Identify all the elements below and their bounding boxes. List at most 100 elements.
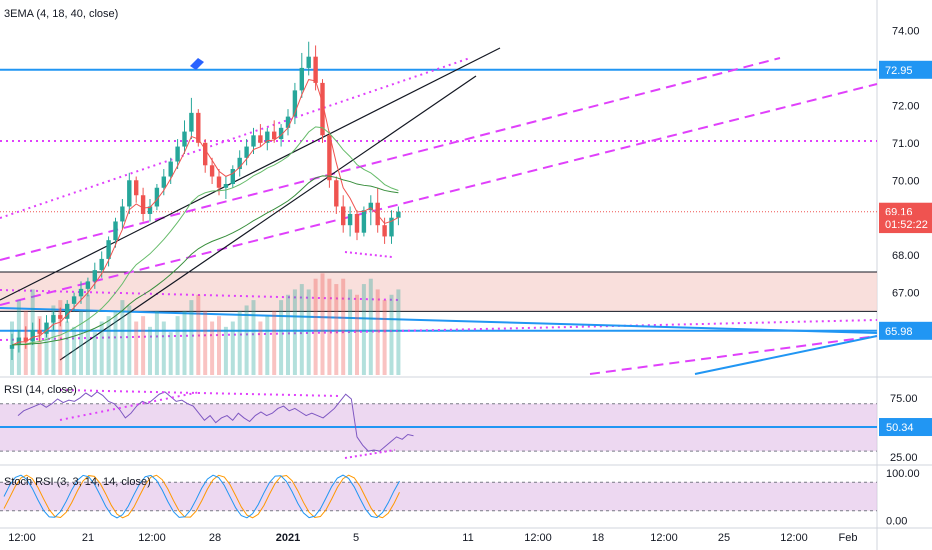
rsi-trend-dotted (344, 449, 396, 459)
candle-body (127, 180, 132, 207)
volume-bar (141, 316, 146, 375)
time-tick-label: 12:00 (8, 532, 36, 544)
candle-body (361, 210, 367, 233)
price-tick-label: 70.00 (892, 175, 920, 187)
price-tick-label: 67.00 (892, 288, 920, 300)
ema-40-line (11, 175, 399, 346)
channel-dashed-upper (0, 57, 781, 261)
black-trend-upper (0, 47, 501, 301)
stoch-k-line (3, 474, 400, 519)
candle-body (196, 112, 201, 143)
volume-bar (251, 300, 256, 375)
candle-body (285, 116, 291, 128)
volume-bar (127, 305, 132, 375)
candle-body (168, 161, 173, 177)
candle-body (78, 288, 84, 297)
volume-bar (355, 294, 359, 375)
time-tick-label: 5 (353, 532, 359, 544)
time-tick-label: 12:00 (650, 532, 678, 544)
volume-bar (286, 294, 290, 375)
candle-body (161, 176, 166, 188)
candle-body (216, 176, 222, 188)
ema-18-line (11, 126, 399, 346)
volume-bar (217, 316, 221, 375)
candle-body (30, 330, 35, 342)
candle-body (203, 142, 208, 166)
volume-bar (361, 284, 366, 375)
time-tick-label: 12:00 (524, 532, 552, 544)
volume-bar (237, 310, 242, 375)
price-tick-label: 71.00 (892, 138, 920, 150)
candle-body (147, 206, 153, 214)
candle-body (230, 169, 235, 185)
volume-bar (223, 326, 228, 375)
candle-body (223, 184, 229, 188)
candle-body (37, 330, 42, 334)
price-tag-bg (879, 60, 932, 79)
volume-bar (258, 321, 263, 375)
volume-bar (348, 289, 353, 375)
rsi-level-tag-bg (879, 418, 932, 437)
volume-bar (279, 300, 284, 375)
price-tag-label: 01:52:22 (885, 219, 928, 231)
candle-body (58, 315, 63, 319)
candle-body (189, 112, 194, 132)
candle-body (292, 90, 298, 117)
candle-body (368, 202, 373, 211)
ema-lines (11, 79, 399, 346)
black-trend-lower (59, 75, 477, 361)
volume-bar (334, 284, 339, 375)
candle-body (85, 281, 91, 289)
volume-bar (79, 310, 83, 375)
volume-bar (189, 300, 194, 375)
rsi-legend[interactable]: RSI (14, close) (4, 384, 77, 396)
volume-bar (306, 289, 311, 375)
stoch-rsi-legend[interactable]: Stoch RSI (3, 3, 14, 14, close) (4, 476, 151, 488)
zone-dotted-trend (0, 289, 401, 301)
volume-bar (389, 294, 394, 375)
volume-bar (134, 321, 139, 375)
volume-bar (154, 310, 159, 375)
price-overlays (0, 47, 878, 375)
volume-bar (85, 294, 90, 375)
ema-legend[interactable]: 3EMA (4, 18, 40, close) (4, 8, 119, 20)
candle-body (113, 221, 118, 241)
candle-body (320, 82, 325, 136)
candle-body (327, 135, 332, 181)
lower-dotted-trend (0, 319, 878, 341)
volume-bar (148, 326, 152, 375)
volume-bar (120, 300, 125, 375)
volume-bar (299, 284, 304, 375)
bottom-dashed-trend (589, 335, 878, 375)
price-tag-bg (879, 215, 932, 234)
candle-body (382, 225, 387, 237)
candle-body (313, 56, 318, 83)
candles (9, 41, 401, 361)
candle-body (237, 157, 242, 170)
volume-bar (203, 310, 208, 375)
rsi-tick-label: 75.00 (890, 393, 918, 405)
time-tick-label: Feb (839, 532, 858, 544)
volume-bar (292, 289, 297, 375)
time-tick-label: 12:00 (780, 532, 808, 544)
candle-body (244, 146, 249, 158)
volume-bar (182, 310, 187, 375)
price-tick-label: 74.00 (892, 25, 920, 37)
upper-channel-dotted (0, 57, 471, 219)
price-axis: 74.0073.0072.0071.0070.0069.0068.0067.00… (8, 25, 932, 544)
candle-body (9, 345, 15, 349)
candle-body (154, 187, 160, 207)
candle-body (182, 131, 187, 147)
candle-body (251, 135, 256, 147)
price-tag-label: 65.98 (885, 326, 913, 338)
candle-body (354, 213, 360, 233)
candle-body (375, 202, 380, 226)
candle-body (175, 146, 180, 162)
volume-bar (196, 294, 201, 375)
volume-bar (230, 321, 235, 375)
time-tick-label: 18 (592, 532, 604, 544)
time-tick-label: 12:00 (138, 532, 166, 544)
candle-body (99, 258, 104, 271)
